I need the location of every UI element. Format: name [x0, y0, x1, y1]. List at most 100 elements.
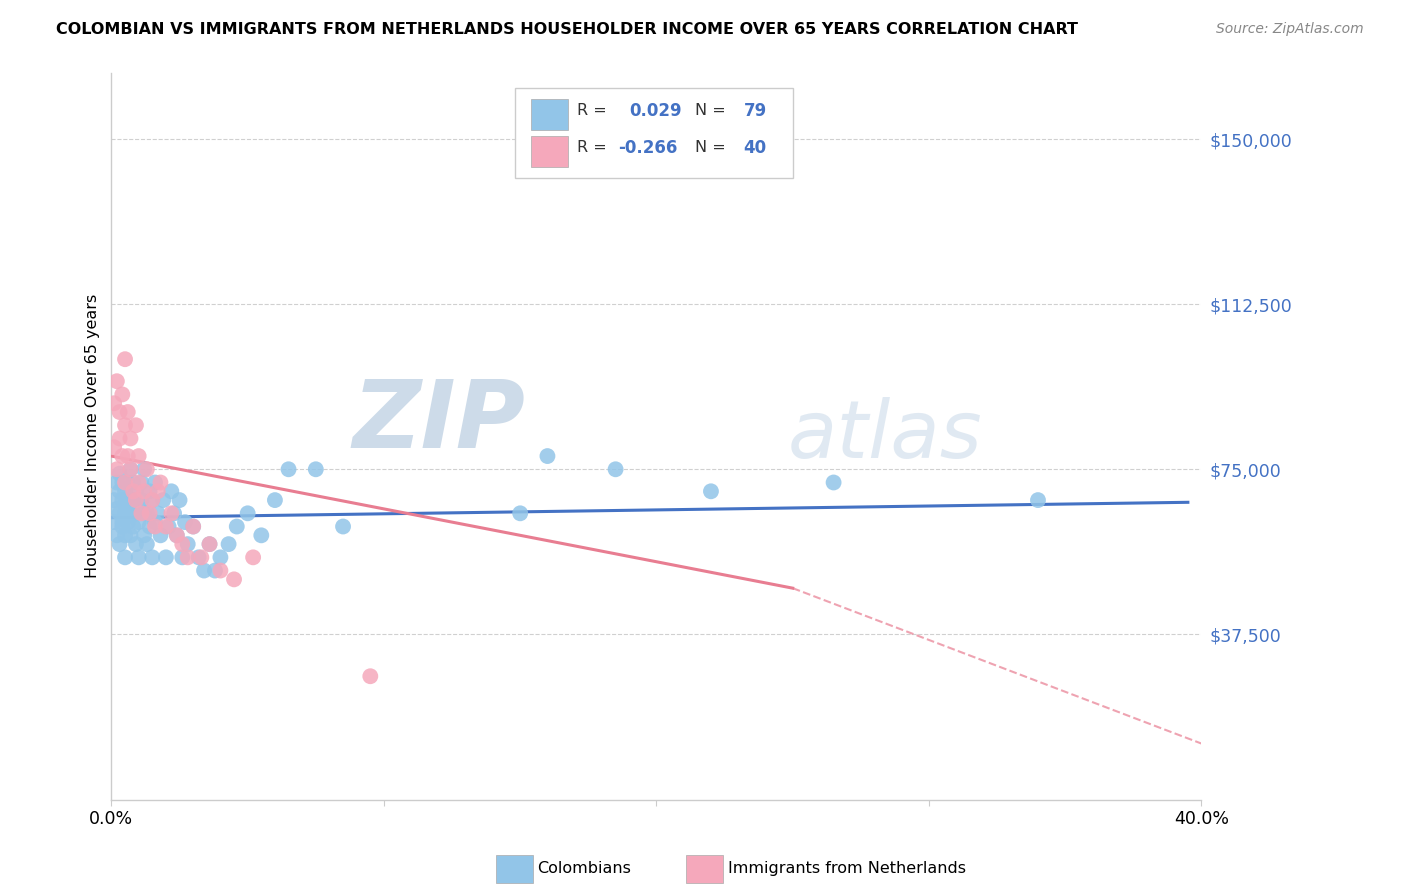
- Point: [131, 475, 153, 490]
- Text: Immigrants from Netherlands: Immigrants from Netherlands: [728, 862, 966, 876]
- Point: [108, 484, 131, 499]
- Point: [204, 564, 226, 578]
- Point: [509, 506, 531, 520]
- Y-axis label: Householder Income Over 65 years: Householder Income Over 65 years: [86, 294, 100, 578]
- Point: [236, 506, 259, 520]
- Point: [125, 493, 148, 508]
- Point: [132, 462, 155, 476]
- Point: [114, 475, 136, 490]
- Text: COLOMBIAN VS IMMIGRANTS FROM NETHERLANDS HOUSEHOLDER INCOME OVER 65 YEARS CORREL: COLOMBIAN VS IMMIGRANTS FROM NETHERLANDS…: [56, 22, 1078, 37]
- Point: [114, 528, 136, 542]
- Point: [138, 506, 160, 520]
- Point: [160, 506, 183, 520]
- Point: [131, 493, 153, 508]
- Text: 40: 40: [744, 138, 766, 157]
- Text: N =: N =: [695, 140, 731, 155]
- Point: [125, 484, 148, 499]
- Point: [157, 519, 180, 533]
- Point: [222, 573, 245, 587]
- Point: [122, 484, 145, 499]
- Point: [305, 462, 328, 476]
- Point: [149, 475, 172, 490]
- Point: [111, 387, 134, 401]
- Point: [114, 498, 136, 512]
- Text: N =: N =: [695, 103, 731, 119]
- Text: 79: 79: [744, 102, 766, 120]
- Point: [277, 462, 299, 476]
- Point: [132, 528, 155, 542]
- Point: [114, 352, 136, 367]
- Point: [111, 515, 134, 529]
- Point: [132, 506, 155, 520]
- Point: [111, 475, 134, 490]
- FancyBboxPatch shape: [515, 87, 793, 178]
- Point: [131, 506, 153, 520]
- Point: [128, 515, 150, 529]
- Point: [209, 550, 232, 565]
- Point: [105, 462, 128, 476]
- Point: [155, 519, 177, 533]
- Point: [125, 418, 148, 433]
- Text: R =: R =: [576, 140, 612, 155]
- Text: Source: ZipAtlas.com: Source: ZipAtlas.com: [1216, 22, 1364, 37]
- Point: [114, 506, 136, 520]
- FancyBboxPatch shape: [531, 136, 568, 167]
- Text: Colombians: Colombians: [537, 862, 631, 876]
- Point: [172, 550, 194, 565]
- Point: [174, 515, 197, 529]
- Point: [155, 550, 177, 565]
- Point: [108, 537, 131, 551]
- Point: [108, 506, 131, 520]
- Point: [141, 550, 163, 565]
- Point: [108, 405, 131, 419]
- Point: [128, 475, 150, 490]
- Point: [117, 493, 139, 508]
- Point: [114, 484, 136, 499]
- Point: [177, 537, 200, 551]
- Text: -0.266: -0.266: [619, 138, 678, 157]
- Point: [120, 432, 142, 446]
- Point: [103, 493, 125, 508]
- Point: [225, 519, 247, 533]
- Point: [163, 506, 186, 520]
- Point: [111, 449, 134, 463]
- Point: [359, 669, 381, 683]
- Point: [332, 519, 354, 533]
- Point: [111, 493, 134, 508]
- Point: [143, 519, 166, 533]
- Point: [181, 519, 204, 533]
- Point: [103, 396, 125, 410]
- Point: [181, 519, 204, 533]
- Point: [128, 498, 150, 512]
- Point: [143, 515, 166, 529]
- Point: [169, 493, 191, 508]
- Point: [536, 449, 558, 463]
- Point: [146, 506, 169, 520]
- Point: [125, 537, 148, 551]
- Point: [135, 537, 157, 551]
- Point: [187, 550, 209, 565]
- Point: [160, 484, 183, 499]
- Point: [250, 528, 273, 542]
- Point: [111, 519, 134, 533]
- Point: [108, 467, 131, 481]
- Point: [105, 528, 128, 542]
- Point: [166, 528, 188, 542]
- Point: [218, 537, 240, 551]
- Point: [605, 462, 627, 476]
- Point: [117, 449, 139, 463]
- Point: [120, 506, 142, 520]
- Text: ZIP: ZIP: [353, 376, 526, 467]
- Point: [117, 405, 139, 419]
- Point: [117, 475, 139, 490]
- Point: [141, 493, 163, 508]
- Point: [122, 493, 145, 508]
- Point: [128, 449, 150, 463]
- Point: [117, 502, 139, 516]
- Point: [132, 484, 155, 499]
- Text: 0.029: 0.029: [630, 102, 682, 120]
- Point: [198, 537, 221, 551]
- Point: [149, 528, 172, 542]
- Point: [823, 475, 845, 490]
- Point: [114, 550, 136, 565]
